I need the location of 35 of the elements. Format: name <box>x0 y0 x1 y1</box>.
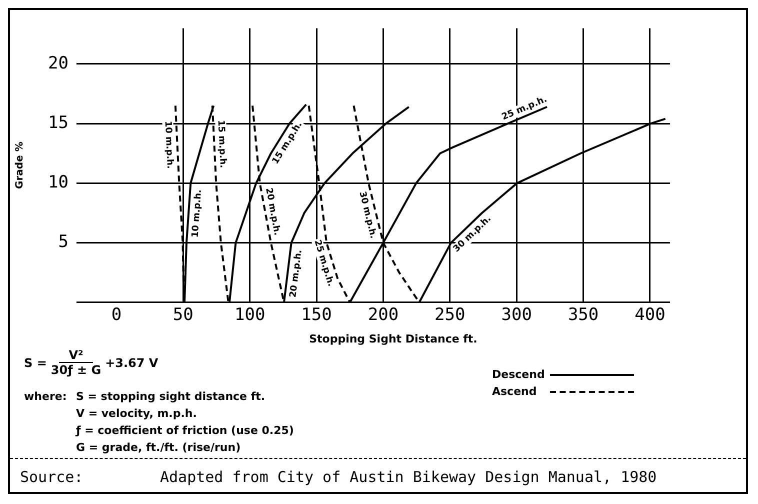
text: 10 m.p.h. <box>190 189 204 238</box>
text: +3.67 V <box>105 356 158 370</box>
text: S = stopping sight distance ft. <box>76 390 266 403</box>
text: Ascend <box>492 384 538 400</box>
x-tick-label: 250 <box>434 305 466 326</box>
text: 30ƒ ± G <box>50 363 102 377</box>
text: V² <box>58 348 94 363</box>
text: 20 m.p.h. <box>263 187 282 236</box>
text: 15 m.p.h. <box>215 120 228 168</box>
text: G = grade, ft./ft. (rise/run) <box>75 440 242 456</box>
x-tick-label: 150 <box>301 305 332 326</box>
x-tick-label: 300 <box>501 305 532 326</box>
text: 25 m.p.h. <box>312 238 336 288</box>
text: V = velocity, m.p.h. <box>75 406 198 422</box>
text: 10 m.p.h. <box>162 120 175 170</box>
text: Adapted from City of Austin Bikeway Design Manual, 1980 <box>160 468 657 486</box>
x-axis-title: Stopping Sight Distance ft. <box>309 332 478 346</box>
x-tick-label: 200 <box>368 305 399 326</box>
text: Descend <box>492 367 546 383</box>
x-tick-label: 50 <box>172 305 194 326</box>
y-axis-title: Grade % <box>14 142 26 189</box>
text: 20 m.p.h. <box>288 249 304 298</box>
x-tick-label: 350 <box>568 305 599 326</box>
y-tick-label: 5 <box>58 232 68 252</box>
text: 30 m.p.h. <box>356 190 378 240</box>
y-tick-label: 20 <box>48 53 68 74</box>
y-tick-label: 15 <box>48 112 68 133</box>
x-tick-label: 0 <box>111 305 122 326</box>
y-tick-label: 10 <box>48 172 68 193</box>
x-tick-label: 100 <box>234 305 266 326</box>
text: S = <box>24 356 47 370</box>
text: ƒ = coefficient of friction (use 0.25) <box>74 423 294 439</box>
text: where: <box>24 389 68 405</box>
x-tick-label: 400 <box>634 305 666 326</box>
source-note: Source: <box>20 468 84 486</box>
